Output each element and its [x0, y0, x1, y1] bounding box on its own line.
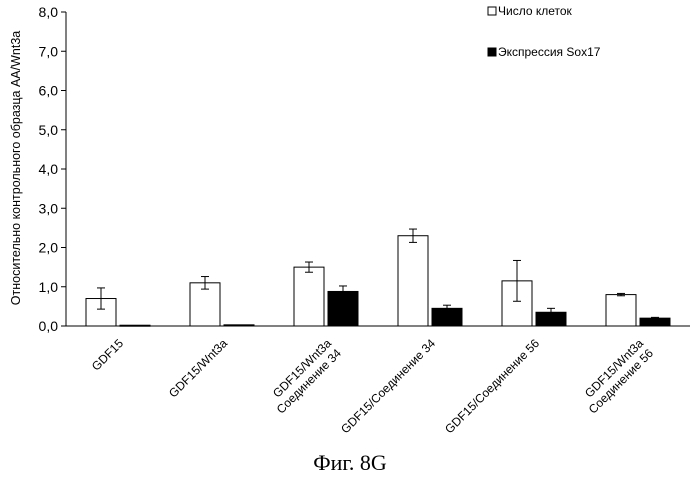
y-tick-label: 5,0	[39, 122, 59, 138]
y-tick-label: 2,0	[39, 240, 59, 256]
bar-sox17-expression	[224, 325, 254, 326]
x-category-label-line: GDF15/Соединение 56	[442, 336, 542, 436]
x-category-label: GDF15	[89, 336, 126, 373]
y-tick-label: 6,0	[39, 83, 59, 99]
bar-cell-count	[294, 267, 324, 326]
x-category-label: GDF15/Wnt3a	[166, 336, 230, 400]
y-tick-label: 1,0	[39, 279, 59, 295]
y-tick-label: 8,0	[39, 4, 59, 20]
bar-chart: Относительно контрольного образца AA/Wnt…	[0, 0, 700, 440]
bars	[86, 229, 670, 326]
y-tick-label: 4,0	[39, 161, 59, 177]
y-axis-label: Относительно контрольного образца AA/Wnt…	[9, 31, 23, 305]
bar-cell-count	[606, 295, 636, 326]
legend-label: Число клеток	[498, 4, 573, 18]
y-tick-label: 0,0	[39, 318, 59, 334]
figure-caption: Фиг. 8G	[0, 450, 700, 476]
legend: Число клеток Экспрессия Sox17	[488, 4, 601, 59]
legend-swatch-cell-count	[488, 7, 496, 15]
x-category-label: GDF15/Соединение 34	[338, 336, 438, 436]
x-category-label-line: GDF15/Wnt3a	[166, 336, 230, 400]
y-tick-label: 3,0	[39, 200, 59, 216]
bar-sox17-expression	[120, 325, 150, 326]
x-category-label-line: GDF15/Соединение 34	[338, 336, 438, 436]
x-category-label: GDF15/Соединение 56	[442, 336, 542, 436]
bar-cell-count	[398, 236, 428, 326]
legend-swatch-sox17	[488, 48, 496, 56]
x-category-label-line: GDF15	[89, 336, 126, 373]
x-category-label: GDF15/Wnt3aСоединение 34	[264, 336, 344, 416]
legend-label: Экспрессия Sox17	[498, 45, 601, 59]
x-category-label: GDF15/Wnt3aСоединение 56	[576, 336, 656, 416]
y-tick-label: 7,0	[39, 43, 59, 59]
x-axis-labels: GDF15 GDF15/Wnt3a GDF15/Wnt3aСоединение 34…	[89, 336, 656, 436]
